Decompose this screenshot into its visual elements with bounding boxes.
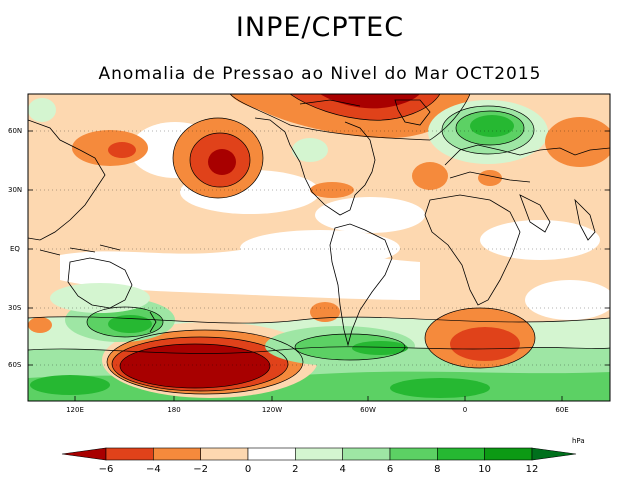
map-title: INPE/CPTEC [235,12,405,43]
colorbar-tick-label: −4 [146,464,161,475]
colorbar-unit: hPa [572,437,585,445]
lon-labels: 120E 180 120W 60W 0 60E [66,406,569,414]
lon-label: 120W [262,406,282,414]
lat-labels: 60N 30N EQ 30S 60S [8,127,22,369]
axis-ticks [28,130,610,401]
lon-label: 0 [463,406,467,414]
north-atlantic-high [428,100,548,164]
map-panel [28,94,610,401]
colorbar-segment [389,447,438,461]
coastlines [28,99,610,347]
colorbar-tick-label: 4 [339,464,345,475]
colorbar-segment [200,447,249,461]
colorbar-segment [484,447,533,461]
south-atlantic-low [28,308,535,368]
lat-label: 60N [8,127,22,135]
colorbar-tick-label: 0 [245,464,251,475]
colorbar-max-arrow [531,447,577,461]
colorbar-tick-label: 2 [292,464,298,475]
colorbar-segment [153,447,201,461]
lon-label: 120E [66,406,84,414]
lon-label: 60W [360,406,376,414]
colorbar-segment [437,447,485,461]
north-pacific-low [72,118,263,198]
lat-label: 60S [8,361,22,369]
colorbar-tick-label: 6 [387,464,393,475]
south-pacific-low [102,322,318,398]
lon-label: 60E [555,406,568,414]
map-frame [27,93,611,402]
lat-label: 30S [8,304,22,312]
colorbar-segment [342,447,391,461]
lat-label: EQ [10,245,20,253]
colorbar-segment [105,447,154,461]
colorbar: −6 −4 −2 0 2 4 6 8 10 12 [61,447,577,475]
colorbar-tick-label: 10 [478,464,491,475]
colorbar-tick-label: −6 [99,464,114,475]
map-subtitle: Anomalia de Pressao ao Nivel do Mar OCT2… [98,64,542,84]
lon-label: 180 [167,406,180,414]
lat-label: 30N [8,186,22,194]
colorbar-segment [247,447,296,461]
colorbar-segment [295,447,343,461]
colorbar-tick-label: −2 [193,464,208,475]
colorbar-tick-label: 12 [526,464,539,475]
colorbar-min-arrow [61,447,107,461]
map-grid [28,130,610,366]
colorbar-tick-label: 8 [434,464,440,475]
eurasia-anomalies [28,98,610,322]
tropical-patches [50,122,610,320]
